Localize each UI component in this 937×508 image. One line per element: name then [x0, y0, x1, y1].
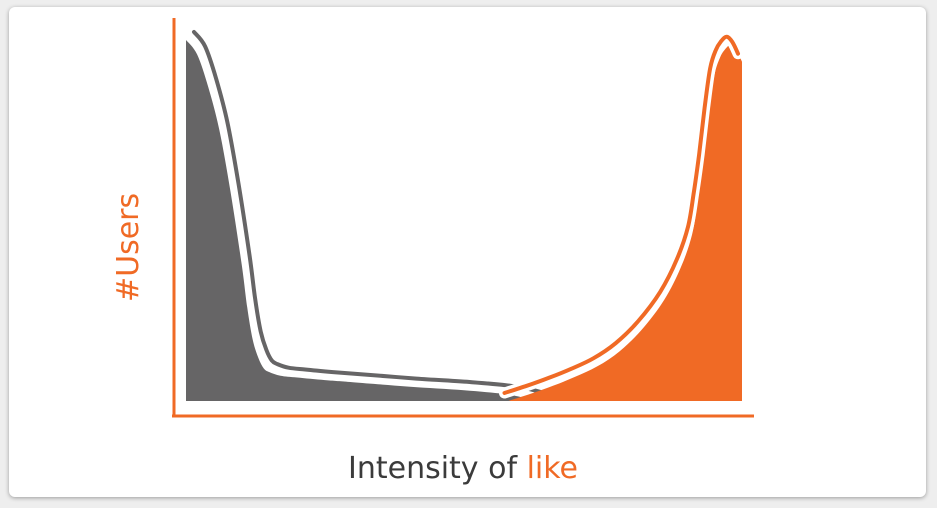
x-axis-label-highlight: like — [527, 451, 578, 486]
x-axis-label-text: Intensity of — [348, 451, 527, 486]
y-axis-label: #Users — [111, 193, 146, 302]
series-0-area — [186, 40, 536, 401]
plot-area — [186, 32, 742, 401]
x-axis-label: Intensity of like — [348, 451, 578, 486]
y-axis-label-prefix: # — [111, 277, 146, 302]
y-axis-label-text: Users — [111, 193, 146, 277]
